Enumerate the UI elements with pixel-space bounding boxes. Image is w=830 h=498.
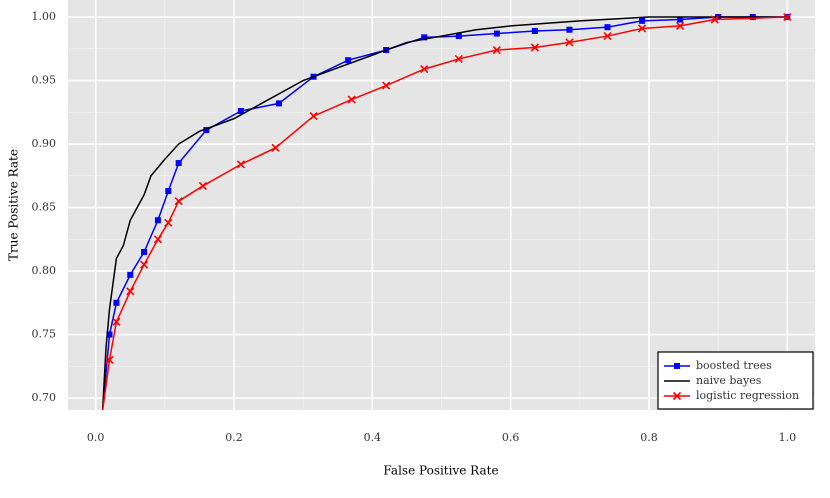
x-tick-label: 0.4 <box>364 431 382 444</box>
y-tick-label: 0.85 <box>32 201 57 214</box>
x-axis-title: False Positive Rate <box>383 464 498 478</box>
marker <box>603 32 612 41</box>
marker <box>140 260 149 269</box>
legend-label: naive bayes <box>696 374 762 387</box>
x-tick-label: 1.0 <box>779 431 797 444</box>
marker <box>530 43 539 52</box>
marker <box>271 143 280 152</box>
marker <box>203 127 210 134</box>
y-tick-label: 0.90 <box>32 137 57 150</box>
x-tick-label: 0.8 <box>640 431 658 444</box>
marker <box>566 26 573 33</box>
marker <box>175 160 182 167</box>
marker <box>493 30 500 37</box>
marker <box>639 17 646 24</box>
legend-marker <box>674 363 680 369</box>
marker <box>347 95 356 104</box>
y-tick-label: 0.80 <box>32 264 57 277</box>
marker <box>153 235 162 244</box>
marker <box>531 27 538 34</box>
marker <box>710 15 719 24</box>
x-tick-label: 0.0 <box>87 431 105 444</box>
y-axis-title: True Positive Rate <box>7 149 21 261</box>
marker <box>105 355 114 365</box>
x-tick-label: 0.2 <box>225 431 243 444</box>
marker <box>638 24 647 33</box>
marker <box>421 34 428 41</box>
marker <box>309 112 318 121</box>
marker <box>198 181 207 191</box>
marker <box>275 100 282 107</box>
marker <box>112 317 121 326</box>
marker <box>454 54 463 63</box>
marker <box>676 21 685 30</box>
marker <box>106 331 113 338</box>
legend-label: boosted trees <box>696 359 772 372</box>
marker <box>783 12 792 22</box>
series-line <box>101 16 788 410</box>
marker <box>492 45 501 55</box>
y-tick-label: 0.70 <box>32 391 57 404</box>
series-line <box>101 16 788 410</box>
legend-box <box>657 351 814 410</box>
marker <box>154 217 161 224</box>
legend-marker <box>672 391 682 401</box>
marker <box>382 81 391 90</box>
marker <box>113 299 120 306</box>
y-tick-label: 1.00 <box>32 10 57 23</box>
marker <box>604 24 611 31</box>
y-tick-label: 0.75 <box>32 328 57 341</box>
marker <box>677 16 684 23</box>
marker <box>420 65 429 74</box>
marker <box>345 57 352 64</box>
marker <box>164 218 173 227</box>
marker <box>455 33 462 40</box>
marker <box>237 108 244 115</box>
marker <box>126 287 135 296</box>
marker <box>165 188 172 195</box>
marker <box>127 271 134 278</box>
marker <box>141 248 148 255</box>
x-tick-label: 0.6 <box>502 431 520 444</box>
marker <box>174 197 183 206</box>
marker <box>565 38 574 47</box>
legend-label: logistic regression <box>696 389 799 402</box>
marker <box>236 160 245 169</box>
y-tick-label: 0.95 <box>32 74 57 87</box>
